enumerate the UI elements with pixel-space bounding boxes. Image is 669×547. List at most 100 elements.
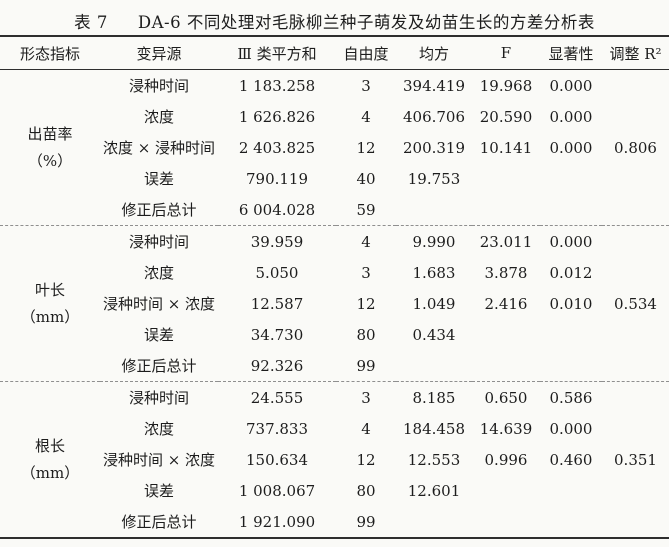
variation-source-cell: 误差: [143, 482, 174, 500]
table-title-text: DA-6 不同处理对毛脉柳兰种子萌发及幼苗生长的方差分析表: [137, 13, 595, 32]
mean-square-cell: 12.553: [407, 450, 461, 469]
table-row: 浓度 1 626.826 4 406.706 20.590 0.000: [0, 101, 669, 132]
variation-source-cell: 浓度: [143, 420, 174, 438]
adjusted-r2-cell: [602, 506, 669, 538]
variation-source-cell: 浸种时间 × 浓度: [102, 451, 216, 469]
adjusted-r2-cell: [602, 70, 669, 102]
df-cell: 40: [356, 169, 376, 188]
mean-square-cell: 1.049: [412, 294, 456, 313]
adjusted-r2-cell: [602, 163, 669, 194]
table-row: 修正后总计 92.326 99: [0, 350, 669, 382]
adjusted-r2-cell: [602, 413, 669, 444]
indicator-line: 叶长: [34, 281, 65, 300]
mean-square-cell: [396, 194, 472, 226]
variation-source-cell: 修正后总计: [121, 513, 197, 531]
significance-cell: 0.000: [549, 138, 593, 157]
sum-of-squares-cell: 150.634: [245, 450, 309, 469]
df-cell: 12: [356, 294, 376, 313]
df-cell: 3: [361, 76, 371, 95]
sum-of-squares-cell: 1 626.826: [238, 107, 316, 126]
col-header-f: F: [472, 36, 540, 70]
adjusted-r2-cell: [602, 319, 669, 350]
df-cell: 99: [356, 356, 376, 375]
table-row: 修正后总计 6 004.028 59: [0, 194, 669, 226]
f-value-cell: 20.590: [479, 107, 533, 126]
significance-cell: 0.586: [540, 381, 602, 413]
adjusted-r2-cell: 0.534: [614, 294, 657, 313]
significance-cell: 0.012: [549, 263, 593, 282]
indicator-line: （mm）: [20, 307, 80, 326]
sum-of-squares-cell: 92.326: [250, 356, 304, 375]
variation-source-cell: 浓度: [143, 108, 174, 126]
adjusted-r2-cell: [602, 225, 669, 257]
significance-cell: 0.460: [549, 450, 593, 469]
table-row: 误差 34.730 80 0.434: [0, 319, 669, 350]
variation-source-cell: 浓度 × 浸种时间: [102, 139, 216, 157]
table-row: 修正后总计 1 921.090 99: [0, 506, 669, 538]
variation-source-cell: 浸种时间: [128, 77, 189, 95]
df-cell: 3: [361, 263, 371, 282]
variation-source-cell: 误差: [143, 326, 174, 344]
indicator-cell: 出苗率 （%）: [0, 70, 100, 226]
indicator-cell: 根长 （mm）: [0, 381, 100, 538]
table-caption: 表 7 DA-6 不同处理对毛脉柳兰种子萌发及幼苗生长的方差分析表: [0, 0, 669, 35]
table-row: 出苗率 （%） 浸种时间 1 183.258 3 394.419 19.968 0.000: [0, 70, 669, 170]
sum-of-squares-cell: 5.050: [255, 263, 299, 282]
indicator-line: （mm）: [20, 463, 80, 482]
f-value-cell: 0.650: [472, 381, 540, 413]
table-row: 浸种时间 × 浓度 12.587 12 1.049 2.416 0.010 0.534: [0, 288, 669, 319]
table-row: 浓度 × 浸种时间 2 403.825 12 200.319 10.141 0.000 0.…: [0, 132, 669, 163]
col-header-indicator: 形态指标: [0, 36, 100, 70]
variation-source-cell: 修正后总计: [121, 201, 197, 219]
significance-cell: [540, 350, 602, 382]
sum-of-squares-cell: 39.959: [218, 225, 336, 257]
adjusted-r2-cell: 0.351: [614, 450, 657, 469]
indicator-line: （%）: [27, 151, 73, 170]
adjusted-r2-cell: [602, 350, 669, 382]
header-row: 形态指标 变异源 Ⅲ 类平方和 自由度 均方 F 显著性 调整 R²: [0, 36, 669, 70]
sum-of-squares-cell: 1 008.067: [238, 481, 316, 500]
significance-cell: 0.000: [549, 419, 593, 438]
f-value-cell: [472, 506, 540, 538]
f-value-cell: 14.639: [479, 419, 533, 438]
significance-cell: [540, 319, 602, 350]
adjusted-r2-cell: [602, 257, 669, 288]
mean-square-cell: 19.753: [407, 169, 461, 188]
adjusted-r2-cell: 0.806: [614, 138, 657, 157]
df-cell: 80: [356, 481, 376, 500]
sum-of-squares-cell: 1 921.090: [238, 512, 316, 531]
df-cell: 12: [356, 138, 376, 157]
mean-square-cell: 12.601: [407, 481, 461, 500]
variation-source-cell: 修正后总计: [121, 357, 197, 375]
sum-of-squares-cell: 34.730: [250, 325, 304, 344]
mean-square-cell: [396, 350, 472, 382]
adjusted-r2-cell: [602, 194, 669, 226]
significance-cell: 0.000: [540, 225, 602, 257]
anova-table: 形态指标 变异源 Ⅲ 类平方和 自由度 均方 F 显著性 调整 R² 出苗率 （%…: [0, 35, 669, 539]
col-header-adjusted-r2: 调整 R²: [602, 36, 669, 70]
sum-of-squares-cell: 6 004.028: [238, 200, 316, 219]
mean-square-cell: 1.683: [412, 263, 456, 282]
table-row: 根长 （mm） 浸种时间 24.555 3 8.185 0.650 0.586: [0, 381, 669, 538]
col-header-df: 自由度: [336, 36, 396, 70]
mean-square-cell: 406.706: [402, 107, 466, 126]
df-cell: 3: [336, 381, 396, 413]
f-value-cell: 19.968: [479, 76, 533, 95]
mean-square-cell: 0.434: [412, 325, 456, 344]
significance-cell: 0.000: [549, 107, 593, 126]
mean-square-cell: 200.319: [402, 138, 466, 157]
variation-source-cell: 浓度: [143, 264, 174, 282]
f-value-cell: 10.141: [479, 138, 533, 157]
col-header-sum-of-squares: Ⅲ 类平方和: [218, 36, 336, 70]
significance-cell: [540, 163, 602, 194]
df-cell: 12: [356, 450, 376, 469]
mean-square-cell: 9.990: [396, 225, 472, 257]
f-value-cell: [472, 194, 540, 226]
significance-cell: [540, 475, 602, 506]
col-header-mean-square: 均方: [396, 36, 472, 70]
sum-of-squares-cell: 12.587: [250, 294, 304, 313]
df-cell: 59: [356, 200, 376, 219]
indicator-line: 出苗率: [27, 125, 73, 144]
table-row: 误差 790.119 40 19.753: [0, 163, 669, 194]
df-cell: 80: [356, 325, 376, 344]
